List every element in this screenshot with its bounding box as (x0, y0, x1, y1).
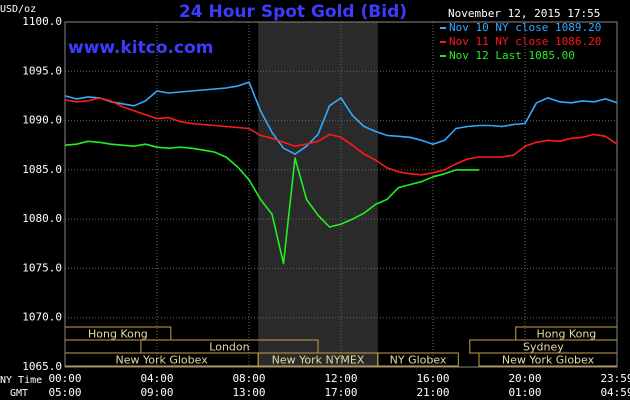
y-tick-label: 1080.0 (22, 212, 62, 225)
legend-label: Nov 12 Last 1085.00 (449, 49, 575, 62)
x-tick-label: 04:00 (140, 372, 173, 385)
y-tick-label: 1075.0 (22, 261, 62, 274)
session-label: Hong Kong (536, 328, 596, 341)
x2-tick-label: 21:00 (416, 386, 449, 399)
session-label: New York Globex (502, 354, 595, 367)
y-tick-label: 1090.0 (22, 114, 62, 127)
x2-tick-label: 04:59 (600, 386, 630, 399)
session-label: London (209, 341, 249, 354)
x2-tick-label: 05:00 (48, 386, 81, 399)
x-tick-label: 08:00 (232, 372, 265, 385)
session-box (377, 352, 459, 367)
y-tick-label: 1065.0 (22, 360, 62, 373)
session-label: Hong Kong (88, 328, 148, 341)
timestamp: November 12, 2015 17:55 (448, 7, 600, 20)
x-tick-label: 16:00 (416, 372, 449, 385)
chart-title: 24 Hour Spot Gold (Bid) (179, 2, 407, 22)
series-line (64, 140, 479, 265)
session-label: New York Globex (115, 354, 208, 367)
y-tick-label: 1095.0 (22, 64, 62, 77)
y-axis-label: USD/oz (0, 4, 36, 15)
x2-axis-label: GMT (10, 388, 28, 399)
x2-tick-label: 01:00 (508, 386, 541, 399)
legend-label: Nov 11 NY close 1086.20 (449, 35, 601, 48)
y-tick-label: 1100.0 (22, 15, 62, 28)
x2-tick-label: 13:00 (232, 386, 265, 399)
y-tick-label: 1085.0 (22, 163, 62, 176)
x-axis-label: NY Time (0, 375, 42, 386)
x2-tick-label: 09:00 (140, 386, 173, 399)
x-tick-label: 12:00 (324, 372, 357, 385)
source: www.kitco.com (68, 38, 213, 58)
legend-label: Nov 10 NY close 1089.20 (449, 21, 601, 34)
x-tick-label: 20:00 (508, 372, 541, 385)
session-label: New York NYMEX (272, 354, 365, 367)
plot-frame (64, 21, 618, 368)
x-tick-label: 23:59 (600, 372, 630, 385)
series-line (64, 97, 618, 176)
x-tick-label: 00:00 (48, 372, 81, 385)
session-label: Sydney (523, 341, 564, 354)
y-tick-label: 1070.0 (22, 311, 62, 324)
x2-tick-label: 17:00 (324, 386, 357, 399)
session-label: NY Globex (390, 354, 447, 367)
shaded-span (258, 22, 378, 367)
series-line (64, 81, 618, 155)
